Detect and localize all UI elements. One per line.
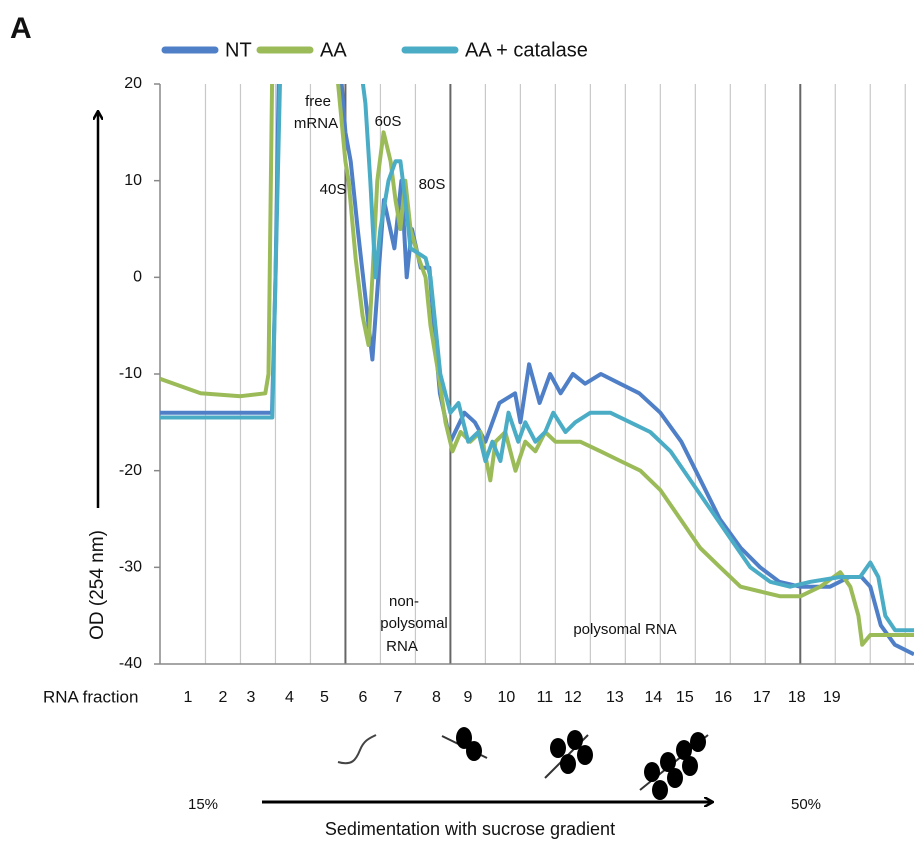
legend-label: AA + catalase bbox=[465, 39, 588, 61]
y-axis-label: OD (254 nm) bbox=[87, 530, 108, 640]
x-tick-label: 2 bbox=[219, 689, 228, 706]
y-tick-label: -10 bbox=[119, 365, 142, 382]
annotation: RNA bbox=[386, 638, 418, 655]
legend-label: AA bbox=[320, 39, 347, 61]
annotation: 40S bbox=[320, 181, 347, 198]
x-tick-label: 1 bbox=[184, 689, 193, 706]
x-tick-label: 15 bbox=[676, 689, 694, 706]
panel-label: A bbox=[10, 12, 32, 45]
x-tick-label: 7 bbox=[393, 689, 402, 706]
annotation: polysomal bbox=[380, 615, 448, 632]
x-tick-label: 3 bbox=[247, 689, 256, 706]
legend-label: NT bbox=[225, 39, 252, 61]
x-tick-label: 13 bbox=[606, 689, 624, 706]
annotation: 60S bbox=[375, 113, 402, 130]
gradient-end: 50% bbox=[791, 796, 821, 813]
x-tick-label: 14 bbox=[644, 689, 662, 706]
x-tick-label: 5 bbox=[320, 689, 329, 706]
x-axis-label: RNA fraction bbox=[43, 687, 138, 706]
x-tick-label: 9 bbox=[463, 689, 472, 706]
annotation: non- bbox=[389, 593, 419, 610]
x-tick-label: 17 bbox=[753, 689, 771, 706]
x-tick-label: 8 bbox=[432, 689, 441, 706]
x-tick-label: 16 bbox=[714, 689, 732, 706]
ribosome-icons bbox=[337, 727, 709, 800]
y-tick-label: 10 bbox=[124, 172, 142, 189]
y-tick-label: -40 bbox=[119, 655, 142, 672]
x-tick-label: 19 bbox=[823, 689, 841, 706]
x-tick-label: 6 bbox=[358, 689, 367, 706]
y-tick-label: 0 bbox=[133, 269, 142, 286]
y-tick-label: -30 bbox=[119, 559, 142, 576]
annotation: mRNA bbox=[294, 115, 338, 132]
y-tick-label: -20 bbox=[119, 462, 142, 479]
x-tick-label: 4 bbox=[285, 689, 294, 706]
data-line bbox=[160, 84, 914, 633]
y-tick-label: 20 bbox=[124, 75, 142, 92]
gradient-start: 15% bbox=[188, 796, 218, 813]
annotation: free bbox=[305, 93, 331, 110]
x-tick-label: 10 bbox=[497, 689, 515, 706]
x-tick-label: 12 bbox=[564, 689, 582, 706]
gradient-label: Sedimentation with sucrose gradient bbox=[325, 819, 615, 839]
x-tick-label: 11 bbox=[537, 689, 554, 706]
annotation: 80S bbox=[419, 176, 446, 193]
annotation: polysomal RNA bbox=[573, 621, 676, 638]
x-tick-label: 18 bbox=[788, 689, 806, 706]
